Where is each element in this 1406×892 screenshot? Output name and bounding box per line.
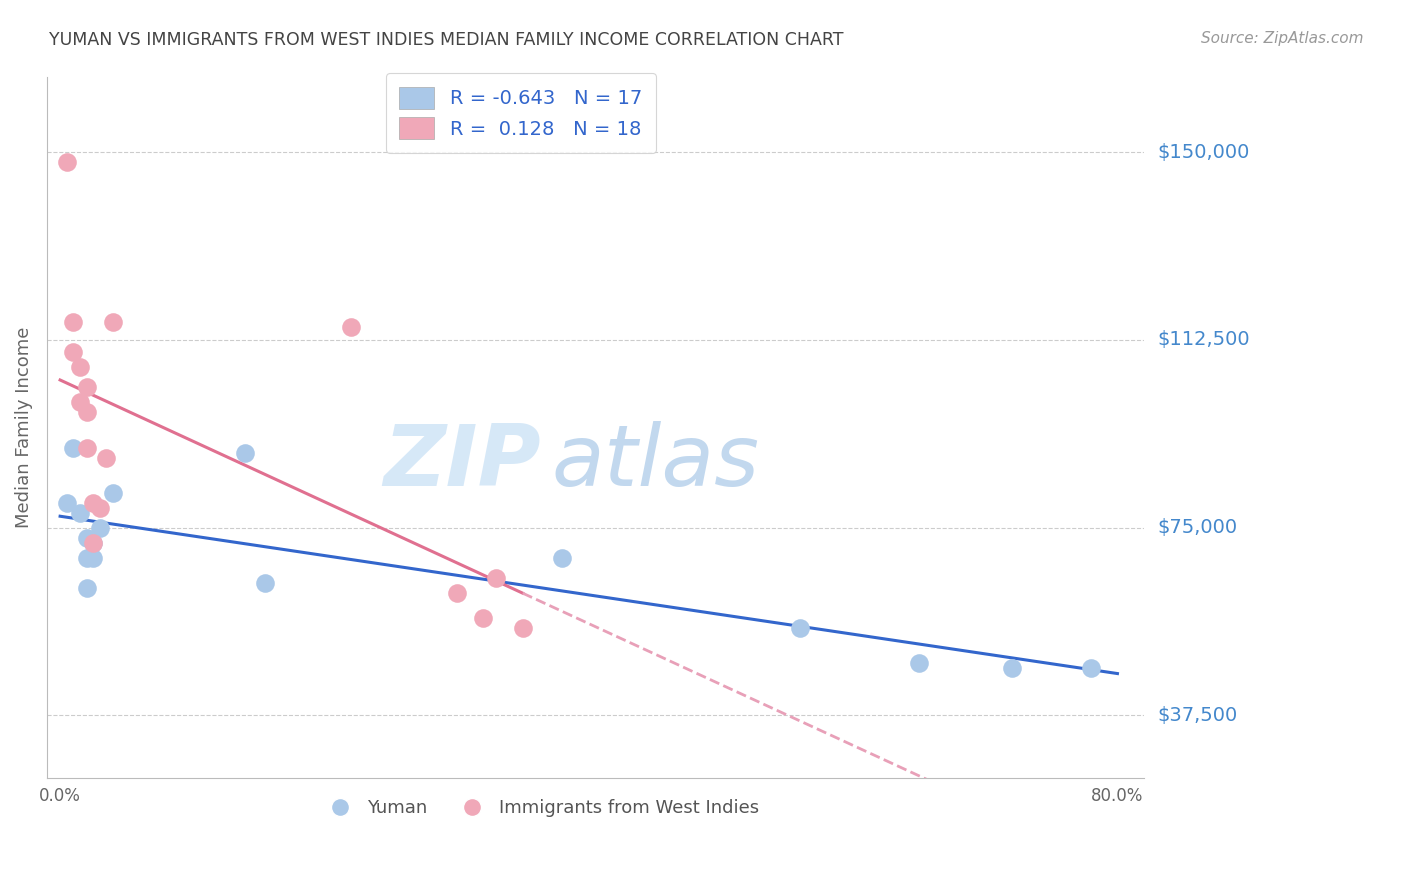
Point	[69, 360, 91, 375]
Point	[55, 495, 77, 509]
Point	[82, 535, 104, 549]
Point	[82, 550, 104, 565]
Point	[76, 380, 98, 394]
Point	[789, 621, 811, 635]
Point	[76, 441, 98, 455]
Point	[76, 405, 98, 419]
Point	[101, 485, 124, 500]
Text: ZIP: ZIP	[382, 421, 540, 504]
Point	[512, 621, 534, 635]
Point	[1080, 660, 1102, 674]
Point	[62, 441, 84, 455]
Point	[340, 320, 363, 334]
Point	[82, 535, 104, 549]
Point	[69, 395, 91, 409]
Point	[233, 445, 256, 459]
Point	[551, 550, 574, 565]
Point	[82, 495, 104, 509]
Point	[76, 531, 98, 545]
Point	[62, 345, 84, 359]
Point	[89, 500, 111, 515]
Point	[76, 550, 98, 565]
Point	[446, 585, 468, 599]
Y-axis label: Median Family Income: Median Family Income	[15, 326, 32, 528]
Legend: Yuman, Immigrants from West Indies: Yuman, Immigrants from West Indies	[315, 792, 766, 824]
Point	[472, 610, 495, 624]
Text: YUMAN VS IMMIGRANTS FROM WEST INDIES MEDIAN FAMILY INCOME CORRELATION CHART: YUMAN VS IMMIGRANTS FROM WEST INDIES MED…	[49, 31, 844, 49]
Point	[96, 450, 118, 465]
Text: $150,000: $150,000	[1157, 143, 1250, 162]
Text: Source: ZipAtlas.com: Source: ZipAtlas.com	[1201, 31, 1364, 46]
Text: atlas: atlas	[551, 421, 759, 504]
Point	[101, 316, 124, 330]
Point	[89, 520, 111, 534]
Point	[76, 581, 98, 595]
Point	[1001, 660, 1024, 674]
Text: $112,500: $112,500	[1157, 330, 1250, 350]
Point	[69, 506, 91, 520]
Text: $37,500: $37,500	[1157, 706, 1239, 724]
Point	[485, 570, 508, 584]
Point	[908, 656, 931, 670]
Text: $75,000: $75,000	[1157, 518, 1237, 537]
Point	[55, 155, 77, 169]
Point	[253, 575, 276, 590]
Point	[62, 316, 84, 330]
